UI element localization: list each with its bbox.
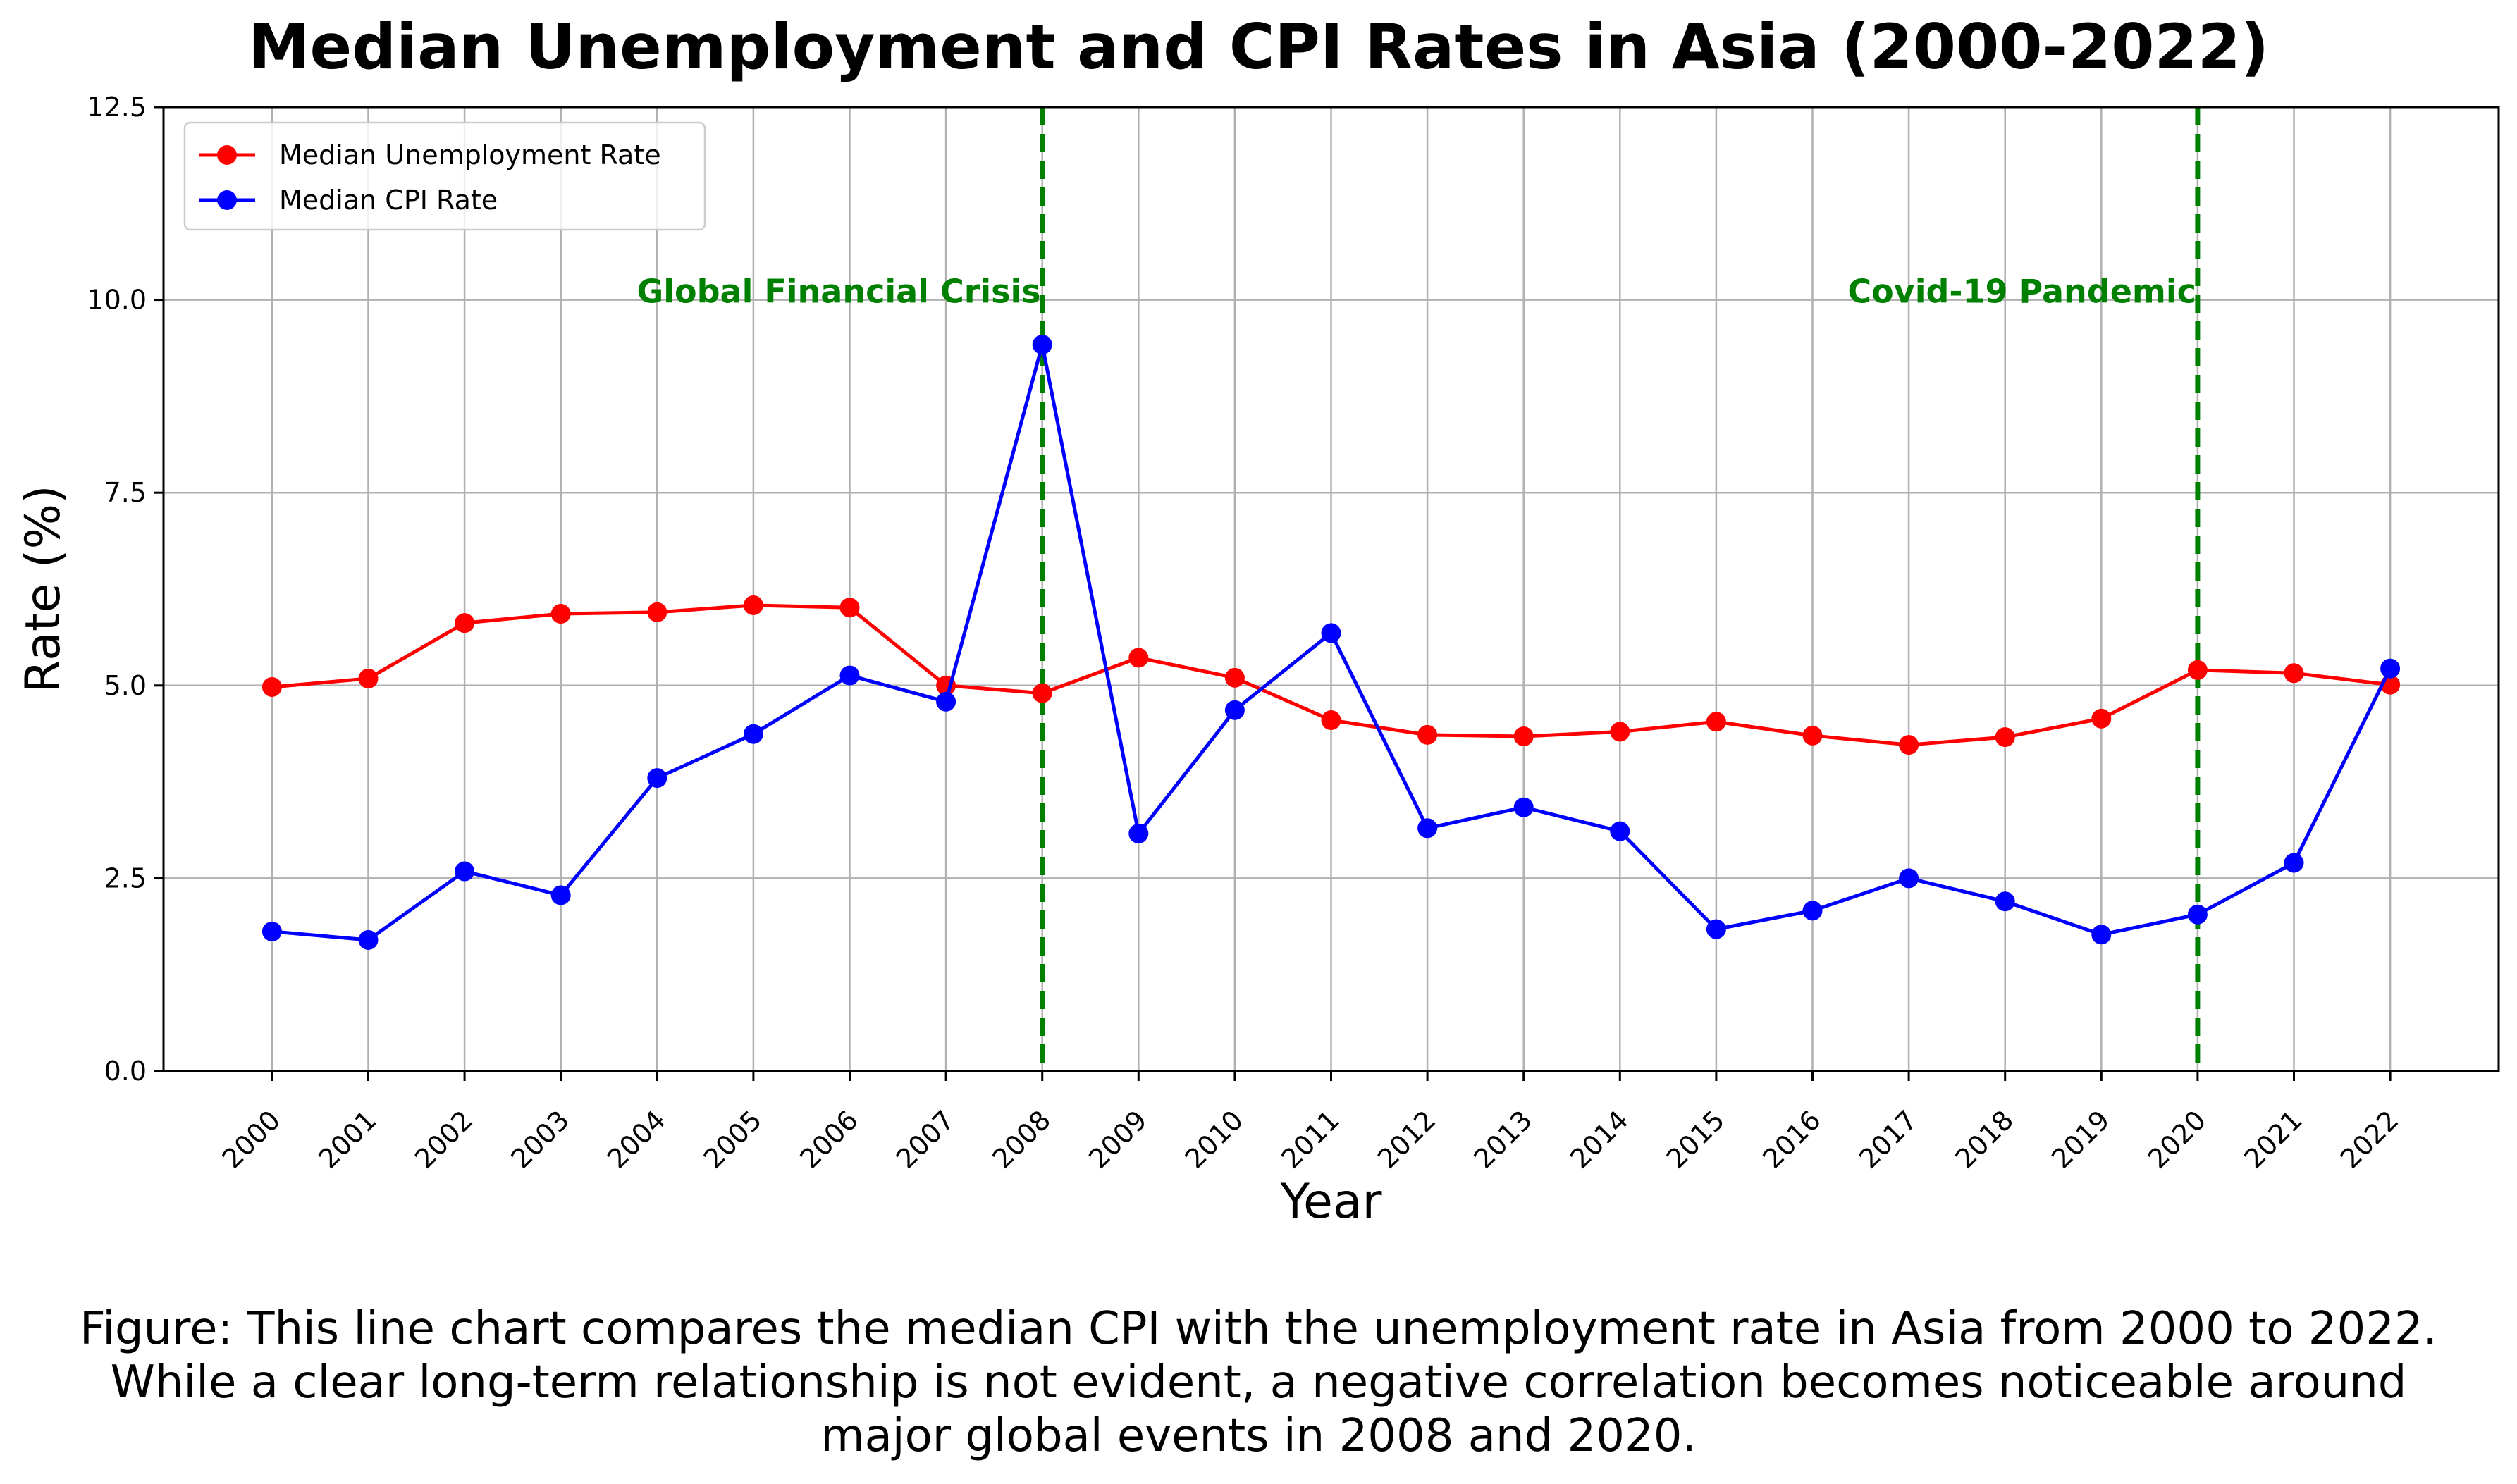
data-point (358, 929, 379, 950)
chart-title: Median Unemployment and CPI Rates in Asi… (247, 11, 2270, 83)
data-point (2091, 925, 2112, 945)
data-point (1032, 683, 1052, 703)
x-axis-label: Year (1280, 1174, 1382, 1230)
data-point (1417, 818, 1438, 839)
data-point (2187, 660, 2208, 680)
x-tick-label: 2007 (890, 1104, 961, 1175)
data-point (1032, 335, 1052, 355)
x-tick-label: 2015 (1661, 1104, 1731, 1175)
x-tick-label: 2018 (1950, 1104, 2020, 1175)
x-tick-label: 2020 (2142, 1104, 2213, 1175)
data-point (550, 604, 571, 624)
figure-caption: Figure: This line chart compares the med… (0, 1302, 2517, 1463)
data-point (2284, 663, 2304, 684)
caption-line-3: major global events in 2008 and 2020. (820, 1410, 1697, 1462)
series-lines (261, 335, 2401, 950)
caption-line-1: Figure: This line chart compares the med… (80, 1303, 2437, 1355)
data-point (1321, 623, 1341, 643)
annotation-label: Global Financial Crisis (636, 273, 1040, 311)
data-point (743, 724, 763, 744)
legend-box (183, 121, 706, 231)
data-point (2380, 658, 2401, 679)
legend-entry-label: Median CPI Rate (279, 185, 498, 216)
data-point (1706, 712, 1726, 732)
caption-line-2: While a clear long-term relationship is … (110, 1356, 2407, 1409)
x-tick-label: 2014 (1564, 1104, 1635, 1175)
x-tick-label: 2010 (1179, 1104, 1250, 1175)
data-point (647, 602, 667, 622)
annotations: Global Financial Crisis Covid-19 Pandemic (636, 107, 2201, 1071)
legend-swatch-marker (217, 145, 237, 165)
legend-entry-label: Median Unemployment Rate (279, 140, 661, 171)
y-axis-label: Rate (%) (16, 485, 71, 693)
data-point (1995, 891, 2015, 912)
data-point (1128, 823, 1149, 843)
x-tick-label: 2011 (1275, 1104, 1346, 1175)
data-point (1417, 724, 1438, 745)
data-point (1610, 722, 1630, 742)
y-tick-label: 2.5 (104, 862, 147, 894)
x-tick-label: 2008 (987, 1104, 1057, 1175)
x-tick-label: 2012 (1372, 1104, 1442, 1175)
data-point (1802, 725, 1823, 746)
annotation-label: Covid-19 Pandemic (1847, 273, 2196, 311)
data-point (647, 768, 667, 789)
data-point (261, 676, 282, 697)
data-point (358, 668, 379, 688)
y-tick-label: 0.0 (104, 1056, 147, 1087)
data-point (1995, 727, 2015, 748)
data-point (839, 665, 860, 686)
data-point (1706, 919, 1726, 939)
data-point (2187, 904, 2208, 925)
data-point (455, 613, 475, 633)
x-tick-label: 2004 (601, 1104, 672, 1175)
data-point (743, 595, 763, 615)
x-tick-label: 2017 (1853, 1104, 1924, 1175)
data-point (1321, 710, 1341, 731)
y-tick-label: 7.5 (104, 477, 147, 508)
x-tick-label: 2022 (2334, 1104, 2405, 1175)
data-point (1224, 700, 1245, 720)
x-tick-label: 2000 (216, 1104, 287, 1175)
data-point (550, 885, 571, 905)
data-point (839, 598, 860, 618)
legend: Median Unemployment Rate Median CPI Rate (183, 121, 706, 231)
data-point (1513, 726, 1534, 747)
data-point (261, 921, 282, 941)
x-tick-label: 2019 (2045, 1104, 2116, 1175)
x-tick-label: 2009 (1083, 1104, 1153, 1175)
data-point (1128, 648, 1149, 668)
data-point (1513, 797, 1534, 817)
x-tick-label: 2021 (2238, 1104, 2308, 1175)
x-tick-label: 2016 (1756, 1104, 1827, 1175)
x-tick-label: 2001 (312, 1104, 383, 1175)
data-point (936, 691, 956, 712)
data-point (1899, 735, 1919, 755)
x-tick-label: 2005 (698, 1104, 768, 1175)
data-point (1610, 821, 1630, 841)
x-tick-label: 2013 (1468, 1104, 1539, 1175)
data-point (455, 861, 475, 882)
legend-swatch-marker (217, 190, 237, 210)
x-tick-label: 2002 (409, 1104, 479, 1175)
x-tick-label: 2003 (505, 1104, 576, 1175)
data-point (1899, 868, 1919, 889)
y-tick-label: 12.5 (87, 92, 147, 123)
data-point (2284, 853, 2304, 873)
y-tick-label: 10.0 (87, 285, 147, 316)
data-point (1802, 901, 1823, 921)
axis-ticks: 2000 2001 2002 2003 2004 2005 2006 2007 2008 2009… (87, 92, 2404, 1175)
y-tick-label: 5.0 (104, 670, 147, 701)
x-tick-label: 2006 (794, 1104, 864, 1175)
data-point (1224, 667, 1245, 688)
data-point (2091, 708, 2112, 729)
